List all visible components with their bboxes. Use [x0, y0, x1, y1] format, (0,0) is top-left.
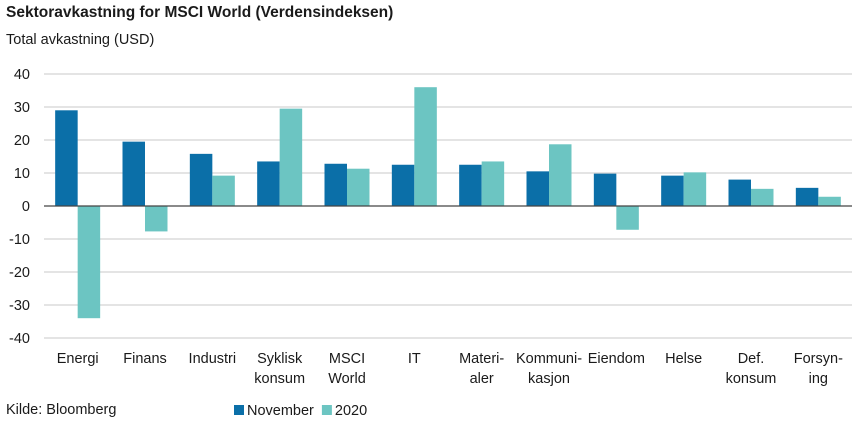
x-category-label: Energi: [57, 351, 99, 367]
y-tick-label: 20: [14, 133, 30, 149]
legend-label: 2020: [335, 403, 367, 419]
gridlines: [44, 73, 852, 339]
x-category-label: Industri: [189, 351, 237, 367]
bar-november: [189, 153, 213, 206]
x-category-label: Helse: [665, 351, 702, 367]
y-tick-label: 40: [14, 67, 30, 83]
x-category-label: World: [328, 371, 366, 387]
bar-november: [661, 175, 684, 206]
y-tick-label: -10: [9, 232, 30, 248]
x-category-label: Materi-: [459, 351, 504, 367]
bar-2020: [481, 161, 505, 206]
bar-november: [459, 164, 482, 206]
x-category-label: MSCI: [329, 351, 365, 367]
x-axis-labels: Energi Finans Industri Syklisk konsum MSCI Wor…: [57, 351, 843, 387]
x-category-label: Kommuni-: [516, 351, 582, 367]
x-category-label: Finans: [123, 351, 167, 367]
bar-november: [257, 161, 280, 206]
bar-2020: [616, 206, 639, 230]
bar-2020: [549, 144, 572, 206]
bar-2020: [751, 188, 774, 206]
bar-november: [728, 179, 751, 206]
x-category-label: IT: [408, 351, 421, 367]
bar-2020: [212, 175, 235, 206]
bar-november: [391, 164, 415, 206]
y-axis-ticks: 40 30 20 10 0 -10 -20 -30 -40: [9, 67, 30, 347]
bar-november: [526, 171, 549, 206]
y-tick-label: 10: [14, 166, 30, 182]
x-category-label: aler: [470, 371, 494, 387]
legend: November 2020: [234, 403, 367, 419]
bar-2020: [77, 206, 101, 319]
x-category-label: kasjon: [528, 371, 570, 387]
x-category-label: Syklisk: [257, 351, 303, 367]
y-tick-label: -40: [9, 331, 30, 347]
y-tick-label: -30: [9, 298, 30, 314]
bar-november: [55, 110, 78, 206]
legend-label: November: [247, 403, 314, 419]
bars: [55, 87, 841, 319]
x-category-label: ing: [809, 371, 828, 387]
x-category-label: Forsyn-: [794, 351, 843, 367]
x-category-label: Eiendom: [588, 351, 645, 367]
y-tick-label: -20: [9, 265, 30, 281]
bar-november: [122, 141, 145, 206]
bar-2020: [414, 87, 437, 206]
bar-2020: [683, 172, 707, 206]
y-tick-label: 30: [14, 100, 30, 116]
x-category-label: konsum: [254, 371, 305, 387]
bar-2020: [279, 108, 303, 206]
bar-2020: [347, 168, 370, 206]
legend-swatch: [321, 405, 332, 415]
legend-swatch: [234, 405, 244, 415]
x-category-label: Def.: [738, 351, 765, 367]
y-tick-label: 0: [22, 199, 30, 215]
bar-november: [795, 187, 819, 206]
bar-2020: [818, 196, 841, 206]
chart-title: Sektoravkastning for MSCI World (Verdens…: [6, 4, 394, 21]
bar-november: [593, 173, 617, 206]
x-category-label: konsum: [726, 371, 777, 387]
bar-november: [324, 163, 347, 206]
source-note: Kilde: Bloomberg: [6, 402, 117, 418]
chart-subtitle: Total avkastning (USD): [6, 32, 155, 48]
bar-2020: [145, 206, 168, 232]
